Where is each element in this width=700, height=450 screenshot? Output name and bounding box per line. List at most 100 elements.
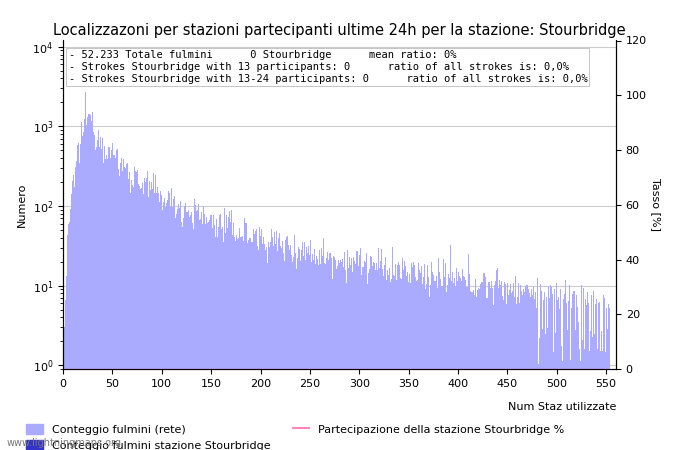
Bar: [335, 261, 336, 450]
Bar: [470, 291, 471, 450]
Bar: [374, 270, 375, 450]
Bar: [216, 237, 218, 450]
Bar: [350, 265, 351, 450]
Bar: [454, 286, 456, 450]
Bar: [423, 277, 424, 450]
Bar: [343, 267, 344, 450]
Bar: [101, 148, 102, 450]
Bar: [191, 212, 192, 450]
Bar: [257, 246, 258, 450]
Bar: [72, 181, 74, 450]
Bar: [239, 228, 240, 450]
Bar: [536, 279, 538, 450]
Bar: [488, 282, 489, 450]
Bar: [453, 283, 454, 450]
Bar: [475, 279, 476, 450]
Bar: [134, 171, 136, 450]
Bar: [150, 190, 151, 450]
Bar: [395, 264, 396, 450]
Bar: [171, 189, 172, 450]
Bar: [254, 234, 255, 450]
Bar: [117, 148, 118, 450]
Bar: [193, 229, 194, 450]
Bar: [188, 210, 189, 450]
Bar: [356, 251, 357, 450]
Bar: [252, 242, 253, 450]
Bar: [189, 216, 190, 450]
Bar: [130, 193, 131, 450]
Bar: [468, 254, 470, 450]
Bar: [421, 266, 422, 450]
Bar: [208, 222, 209, 450]
Bar: [149, 181, 150, 450]
Bar: [315, 264, 316, 450]
Bar: [232, 235, 233, 450]
Bar: [568, 302, 569, 450]
Bar: [580, 361, 581, 450]
Bar: [178, 204, 179, 450]
Bar: [346, 283, 347, 450]
Bar: [358, 266, 359, 450]
Bar: [225, 234, 226, 450]
Bar: [327, 252, 328, 450]
Bar: [309, 255, 310, 450]
Bar: [95, 150, 96, 450]
Bar: [138, 184, 139, 450]
Bar: [187, 212, 188, 450]
Bar: [486, 298, 487, 450]
Bar: [392, 247, 393, 450]
Bar: [444, 262, 446, 450]
Bar: [427, 265, 428, 450]
Bar: [344, 252, 345, 450]
Bar: [359, 255, 360, 450]
Bar: [439, 272, 440, 450]
Bar: [463, 276, 464, 450]
Text: Num Staz utilizzate: Num Staz utilizzate: [508, 402, 616, 412]
Bar: [420, 273, 421, 450]
Bar: [263, 237, 264, 450]
Bar: [300, 261, 302, 450]
Bar: [402, 258, 403, 450]
Bar: [292, 262, 293, 450]
Bar: [593, 291, 594, 450]
Bar: [155, 175, 156, 450]
Bar: [317, 259, 318, 450]
Bar: [126, 163, 127, 450]
Bar: [226, 215, 228, 450]
Bar: [476, 297, 477, 450]
Bar: [248, 240, 249, 450]
Bar: [424, 264, 425, 450]
Bar: [575, 330, 576, 450]
Bar: [471, 292, 472, 450]
Bar: [238, 238, 239, 450]
Bar: [538, 364, 540, 450]
Bar: [508, 295, 509, 450]
Bar: [184, 206, 185, 450]
Bar: [478, 288, 480, 450]
Bar: [589, 351, 590, 450]
Bar: [375, 263, 377, 450]
Bar: [473, 290, 475, 450]
Bar: [192, 223, 193, 450]
Bar: [433, 275, 434, 450]
Bar: [228, 217, 230, 450]
Bar: [285, 240, 286, 450]
Bar: [326, 258, 327, 450]
Bar: [480, 284, 481, 450]
Bar: [98, 130, 99, 450]
Bar: [516, 304, 517, 450]
Bar: [535, 292, 536, 450]
Bar: [365, 253, 367, 450]
Bar: [588, 303, 589, 450]
Bar: [318, 265, 319, 450]
Bar: [156, 193, 158, 450]
Bar: [497, 268, 498, 450]
Bar: [274, 232, 275, 450]
Bar: [411, 263, 412, 450]
Bar: [341, 262, 342, 450]
Bar: [245, 223, 246, 450]
Bar: [267, 263, 268, 450]
Bar: [118, 169, 119, 450]
Bar: [384, 265, 386, 450]
Bar: [504, 282, 505, 450]
